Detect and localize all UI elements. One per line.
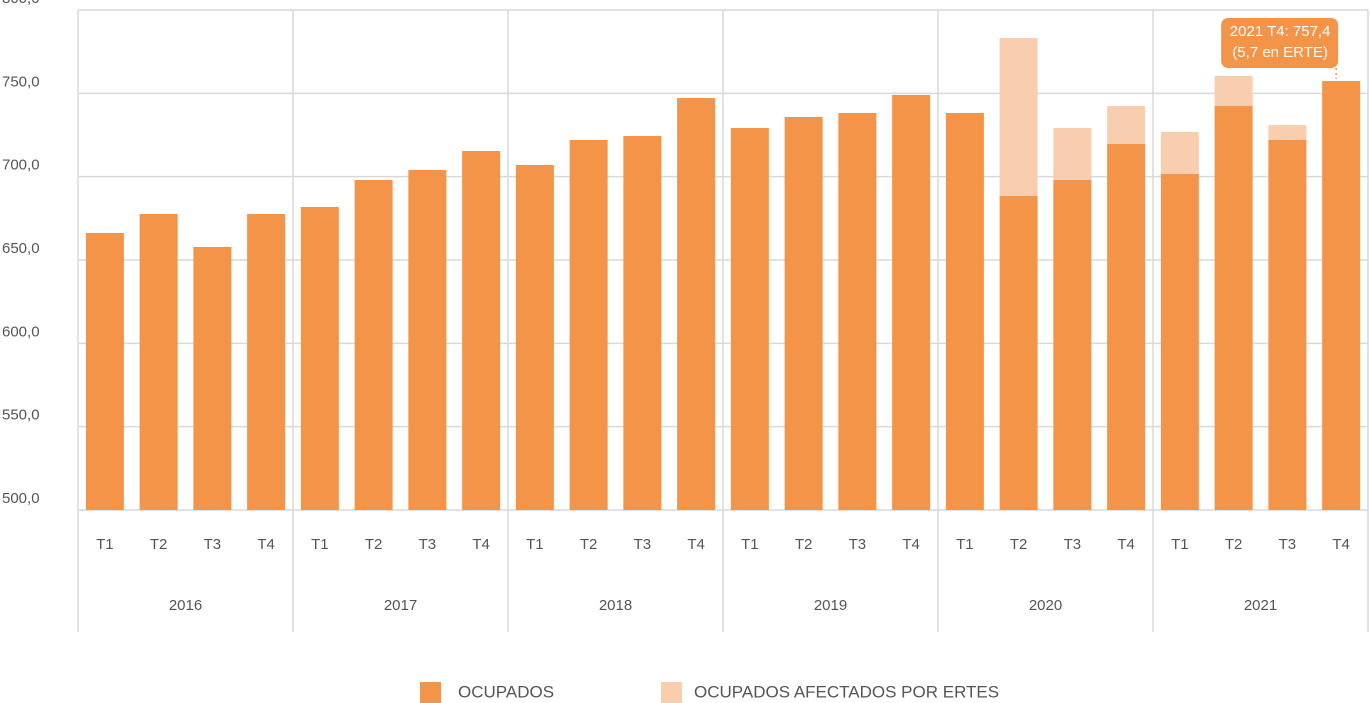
bar	[730, 128, 769, 510]
y-tick-label: 650,0	[2, 240, 40, 257]
bar	[999, 38, 1038, 196]
group-label: 2019	[814, 597, 847, 614]
legend-label: OCUPADOS	[458, 682, 554, 701]
annotation-box	[1221, 18, 1339, 68]
x-tick-label: T1	[96, 536, 114, 553]
x-tick-label: T3	[204, 536, 222, 553]
x-tick-label: T4	[257, 536, 275, 553]
x-tick-label: T4	[1117, 536, 1135, 553]
x-tick-label: T4	[902, 536, 920, 553]
x-tick-label: T4	[687, 536, 705, 553]
legend-swatch	[420, 682, 441, 703]
y-tick-label: 800,0	[2, 0, 40, 7]
bar	[515, 165, 554, 510]
bar	[838, 113, 877, 510]
group-label: 2021	[1244, 597, 1277, 614]
bar	[1053, 180, 1092, 510]
bar	[623, 136, 662, 510]
bar	[1268, 140, 1307, 510]
x-tick-label: T2	[580, 536, 598, 553]
x-tick-label: T2	[1010, 536, 1028, 553]
bar	[85, 233, 124, 510]
x-tick-label: T3	[634, 536, 652, 553]
group-label: 2020	[1029, 597, 1062, 614]
bar	[1107, 144, 1146, 510]
x-tick-label: T3	[1279, 536, 1297, 553]
x-tick-label: T2	[795, 536, 813, 553]
x-tick-label: T1	[311, 536, 329, 553]
bar	[1160, 174, 1199, 510]
bar	[1214, 76, 1253, 106]
y-tick-label: 500,0	[2, 490, 40, 507]
x-tick-label: T1	[741, 536, 759, 553]
x-tick-label: T3	[1064, 536, 1082, 553]
group-label: 2018	[599, 597, 632, 614]
bar	[139, 214, 178, 510]
group-label: 2016	[169, 597, 202, 614]
bar	[784, 117, 823, 510]
bar	[462, 151, 501, 510]
bar	[677, 98, 716, 510]
bar	[354, 180, 393, 510]
bar	[1107, 106, 1146, 144]
bar	[1160, 132, 1199, 174]
bar	[408, 170, 447, 510]
x-tick-label: T4	[1332, 536, 1350, 553]
legend-swatch	[661, 682, 682, 703]
x-tick-label: T3	[419, 536, 437, 553]
bar	[193, 247, 232, 510]
x-tick-label: T2	[365, 536, 383, 553]
y-tick-label: 600,0	[2, 323, 40, 340]
bar	[999, 196, 1038, 510]
bar	[247, 214, 286, 510]
y-tick-label: 750,0	[2, 73, 40, 90]
y-tick-label: 700,0	[2, 157, 40, 174]
bar	[892, 95, 931, 510]
bar	[1322, 81, 1361, 510]
annotation-text: 2021 T4: 757,4	[1230, 23, 1331, 40]
annotation-text: (5,7 en ERTE)	[1232, 44, 1328, 61]
x-tick-label: T1	[956, 536, 974, 553]
x-tick-label: T1	[1171, 536, 1189, 553]
legend-label: OCUPADOS AFECTADOS POR ERTES	[694, 682, 999, 701]
x-tick-label: T1	[526, 536, 544, 553]
y-tick-label: 550,0	[2, 407, 40, 424]
group-label: 2017	[384, 597, 417, 614]
bar	[945, 113, 984, 510]
x-tick-label: T4	[472, 536, 490, 553]
x-tick-label: T2	[150, 536, 168, 553]
bar	[1053, 128, 1092, 180]
x-tick-label: T2	[1225, 536, 1243, 553]
bar	[1214, 106, 1253, 510]
bar	[569, 140, 608, 510]
bar	[1268, 125, 1307, 140]
bar	[300, 207, 339, 510]
x-tick-label: T3	[849, 536, 867, 553]
